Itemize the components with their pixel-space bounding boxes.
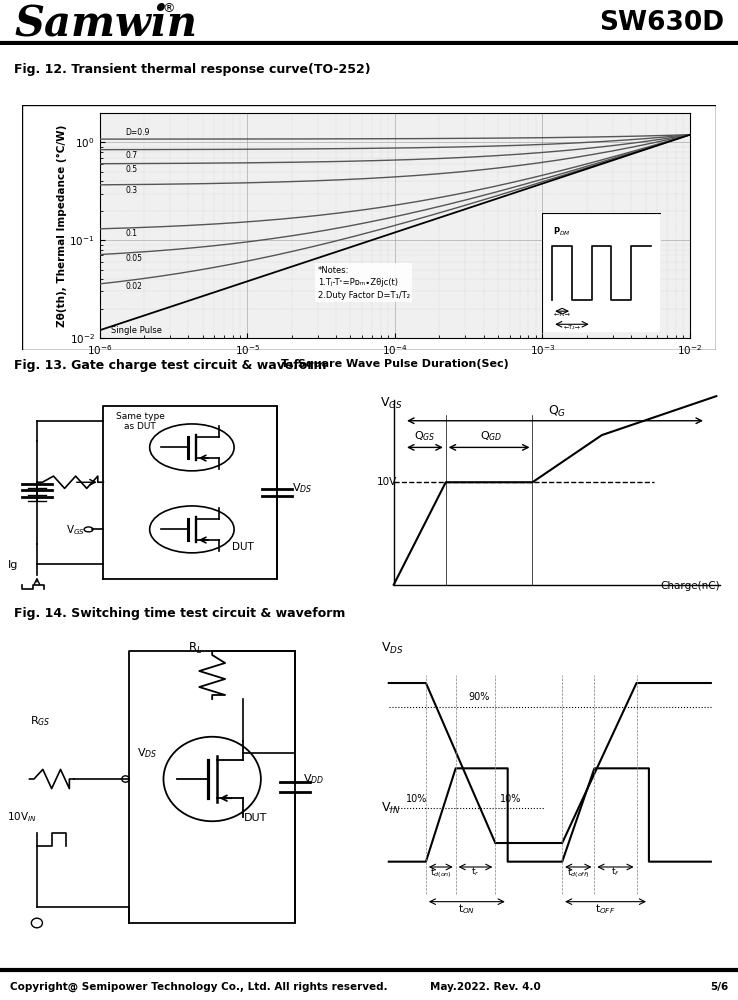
Text: R$_{GS}$: R$_{GS}$ [30, 715, 50, 728]
Text: Ig: Ig [7, 560, 18, 570]
Text: V$_{GS}$: V$_{GS}$ [380, 396, 403, 411]
Text: Charge(nC): Charge(nC) [661, 581, 720, 591]
Text: 0.1: 0.1 [125, 229, 137, 238]
Text: Q$_G$: Q$_G$ [548, 404, 566, 419]
Text: V$_{IN}$: V$_{IN}$ [382, 801, 401, 816]
Text: 0.05: 0.05 [125, 254, 142, 263]
Text: Fig. 13. Gate charge test circuit & waveform: Fig. 13. Gate charge test circuit & wave… [14, 359, 326, 371]
Text: Single Pulse: Single Pulse [111, 326, 162, 335]
Text: 10%: 10% [500, 794, 522, 804]
Text: DUT: DUT [232, 542, 254, 552]
Text: t$_r$: t$_r$ [471, 866, 480, 879]
Text: Q$_{GD}$: Q$_{GD}$ [480, 429, 502, 443]
Text: as DUT: as DUT [124, 422, 156, 431]
Text: ←T₂→: ←T₂→ [564, 325, 580, 330]
Text: 0.7: 0.7 [125, 151, 138, 160]
Text: 0.5: 0.5 [125, 165, 138, 174]
Text: Copyright@ Semipower Technology Co., Ltd. All rights reserved.: Copyright@ Semipower Technology Co., Ltd… [10, 982, 387, 992]
Text: V$_{DS}$: V$_{DS}$ [382, 641, 404, 656]
Text: V$_{DD}$: V$_{DD}$ [303, 772, 324, 786]
Text: t$_{OFF}$: t$_{OFF}$ [596, 902, 615, 916]
Text: V$_{DS}$: V$_{DS}$ [137, 747, 157, 760]
Text: t$_{d(off)}$: t$_{d(off)}$ [567, 866, 590, 880]
Text: D=0.9: D=0.9 [125, 128, 150, 137]
Text: t$_{d(on)}$: t$_{d(on)}$ [430, 866, 452, 880]
Text: 10V: 10V [376, 477, 396, 487]
Text: 5/6: 5/6 [710, 982, 728, 992]
Text: 10V$_{IN}$: 10V$_{IN}$ [7, 811, 37, 824]
Text: Fig. 12. Transient thermal response curve(TO-252): Fig. 12. Transient thermal response curv… [14, 63, 370, 76]
Text: *Notes:
1.Tⱼ-Tᶜ=Pᴅₘ∙Zθjc(t)
2.Duty Factor D=T₁/T₂: *Notes: 1.Tⱼ-Tᶜ=Pᴅₘ∙Zθjc(t) 2.Duty Facto… [317, 266, 410, 300]
Text: t$_{ON}$: t$_{ON}$ [458, 902, 475, 916]
Text: 0.3: 0.3 [125, 186, 138, 195]
Text: ←T₁→: ←T₁→ [554, 312, 570, 317]
Text: Samwin: Samwin [14, 2, 197, 44]
Text: V$_{DS}$: V$_{DS}$ [292, 482, 312, 495]
Text: Same type: Same type [116, 412, 165, 421]
Y-axis label: Zθ(th), Thermal Impedance (°C/W): Zθ(th), Thermal Impedance (°C/W) [57, 124, 66, 327]
Text: 0.02: 0.02 [125, 282, 142, 291]
Text: Fig. 14. Switching time test circuit & waveform: Fig. 14. Switching time test circuit & w… [14, 606, 345, 620]
Text: Q$_{GS}$: Q$_{GS}$ [414, 429, 435, 443]
Text: R$_L$: R$_L$ [188, 641, 203, 656]
Text: V$_{GS}$: V$_{GS}$ [66, 524, 86, 537]
Text: ®: ® [162, 2, 174, 15]
Text: t$_f$: t$_f$ [611, 866, 620, 879]
Text: 90%: 90% [468, 692, 489, 702]
Text: 10%: 10% [406, 794, 427, 804]
Text: P$_{DM}$: P$_{DM}$ [554, 226, 571, 238]
Text: SW630D: SW630D [599, 10, 724, 36]
X-axis label: T₁,Square Wave Pulse Duration(Sec): T₁,Square Wave Pulse Duration(Sec) [281, 359, 508, 369]
Text: DUT: DUT [244, 813, 267, 823]
Text: May.2022. Rev. 4.0: May.2022. Rev. 4.0 [430, 982, 541, 992]
